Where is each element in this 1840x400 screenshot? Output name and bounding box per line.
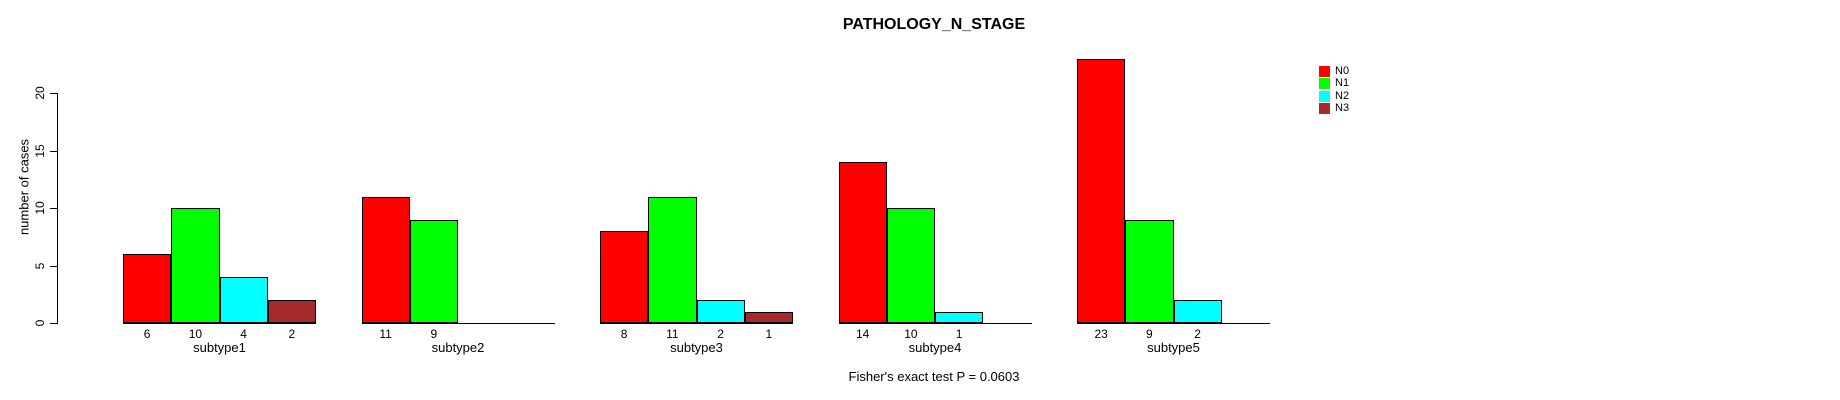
bar-group-subtype5: 23 9 2 subtype5 bbox=[1077, 0, 1270, 400]
y-tick-mark bbox=[50, 323, 57, 324]
x-axis-baseline bbox=[1077, 323, 1270, 324]
y-tick-label: 5 bbox=[33, 262, 47, 269]
x-category-label: subtype2 bbox=[431, 340, 485, 355]
bar-N2-subtype1 bbox=[219, 277, 268, 323]
bar-value-label: 14 bbox=[855, 327, 870, 341]
bar-value-label: 2 bbox=[717, 327, 724, 341]
legend-label: N0 bbox=[1335, 65, 1350, 77]
y-tick-mark bbox=[50, 208, 57, 209]
y-tick-label: 10 bbox=[33, 201, 47, 215]
bar-value-label: 4 bbox=[240, 327, 247, 341]
x-axis-baseline bbox=[838, 323, 1032, 324]
bar-group-subtype4: 14 10 1 subtype4 bbox=[838, 0, 1032, 400]
y-tick-label: 0 bbox=[33, 319, 47, 327]
legend-label: N3 bbox=[1335, 101, 1350, 114]
y-axis-line bbox=[57, 93, 58, 324]
x-category-label: subtype5 bbox=[1147, 340, 1200, 355]
y-tick-mark bbox=[50, 93, 57, 94]
legend-item-N2: N2 bbox=[1319, 89, 1350, 102]
x-category-label: subtype3 bbox=[670, 340, 723, 355]
bar-value-label: 11 bbox=[379, 327, 392, 341]
bar-group-subtype2: 11 9 subtype2 bbox=[361, 0, 555, 400]
bar-value-label: 9 bbox=[430, 327, 438, 341]
bar-value-label: 10 bbox=[188, 327, 203, 341]
bar-N1-subtype5 bbox=[1125, 219, 1174, 323]
bar-N0-subtype2 bbox=[361, 196, 410, 323]
bar-value-label: 11 bbox=[666, 327, 679, 341]
bar-N2-subtype4 bbox=[935, 311, 984, 323]
bar-N0-subtype1 bbox=[123, 254, 172, 323]
bar-value-label: 1 bbox=[765, 327, 773, 341]
bar-N1-subtype4 bbox=[886, 208, 935, 323]
y-tick-label: 20 bbox=[33, 86, 47, 100]
bar-N0-subtype5 bbox=[1077, 58, 1126, 323]
legend-item-N1: N1 bbox=[1319, 77, 1350, 90]
bar-value-label: 8 bbox=[620, 327, 628, 341]
x-axis-baseline bbox=[600, 323, 793, 324]
legend-item-N3: N3 bbox=[1319, 101, 1350, 114]
legend-swatch-icon bbox=[1319, 102, 1330, 114]
legend-label: N1 bbox=[1335, 77, 1350, 90]
bar-N1-subtype1 bbox=[171, 208, 220, 323]
x-axis-baseline bbox=[123, 323, 316, 324]
bar-value-label: 1 bbox=[955, 327, 963, 341]
bar-value-label: 2 bbox=[1194, 327, 1201, 341]
bar-N0-subtype3 bbox=[600, 231, 649, 323]
bar-N3-subtype3 bbox=[744, 311, 793, 323]
x-axis-baseline bbox=[361, 323, 555, 324]
chart-title: PATHOLOGY_N_STAGE bbox=[842, 16, 1026, 33]
legend-item-N0: N0 bbox=[1319, 66, 1349, 77]
bar-N1-subtype2 bbox=[409, 219, 458, 323]
legend-label: N2 bbox=[1335, 89, 1350, 102]
legend-swatch-icon bbox=[1319, 78, 1330, 90]
bar-value-label: 6 bbox=[143, 327, 151, 341]
y-tick-label: 15 bbox=[33, 143, 47, 158]
bar-N0-subtype4 bbox=[838, 162, 887, 323]
bar-value-label: 10 bbox=[904, 327, 918, 341]
bar-group-subtype1: 6 10 4 2 subtype1 bbox=[123, 0, 316, 400]
y-axis-label: number of cases bbox=[16, 138, 32, 236]
y-tick-mark bbox=[50, 265, 57, 267]
bar-value-label: 9 bbox=[1146, 327, 1153, 341]
legend-swatch-icon bbox=[1319, 90, 1330, 102]
bar-group-subtype3: 8 11 2 1 subtype3 bbox=[600, 0, 793, 400]
bar-N3-subtype1 bbox=[267, 300, 316, 323]
x-category-label: subtype1 bbox=[193, 340, 246, 355]
fisher-test-note: Fisher's exact test P = 0.0603 bbox=[848, 369, 1020, 384]
x-category-label: subtype4 bbox=[908, 340, 962, 355]
bar-N2-subtype3 bbox=[696, 300, 745, 323]
bar-N2-subtype5 bbox=[1173, 300, 1222, 323]
legend-swatch-icon bbox=[1319, 66, 1330, 77]
bar-value-label: 23 bbox=[1094, 327, 1108, 341]
bar-N1-subtype3 bbox=[648, 196, 697, 323]
y-tick-mark bbox=[50, 150, 57, 152]
bar-value-label: 2 bbox=[288, 327, 296, 341]
